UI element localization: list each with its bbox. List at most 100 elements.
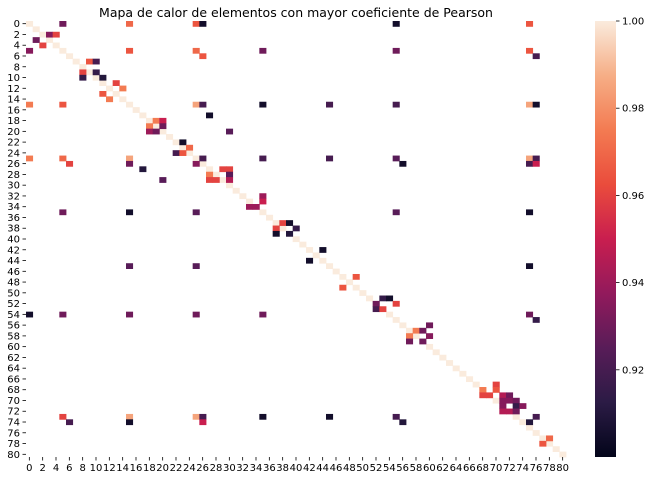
x-tick-label: 38 [276,463,289,474]
heatmap-cell-diagonal [206,166,214,173]
heatmap-cell [492,381,500,388]
heatmap-cell [379,295,387,302]
y-tick-label: 64 [7,364,20,375]
heatmap-cell-diagonal [426,343,434,350]
heatmap-cell [59,209,67,216]
heatmap-cell [192,21,200,27]
heatmap-cell [399,160,407,167]
heatmap-cell-diagonal [312,252,320,259]
heatmap-cell [526,419,534,426]
heatmap-cell-diagonal [346,279,354,286]
x-tick-label: 18 [143,463,156,474]
heatmap-cell [92,69,100,76]
x-tick-label: 30 [223,463,236,474]
x-tick-label: 2 [39,463,45,474]
x-tick-label: 48 [343,463,356,474]
y-tick-label: 54 [7,310,20,321]
heatmap-cell-diagonal [79,64,87,70]
heatmap-cell [506,408,514,415]
x-tick-label: 62 [436,463,449,474]
heatmap-cell-diagonal [139,112,147,119]
heatmap-cell-diagonal [59,47,67,54]
heatmap-cell [486,392,494,399]
y-tick-label: 56 [7,321,20,332]
heatmap-cell [159,117,167,124]
heatmap-cell-diagonal [292,236,300,243]
heatmap-cell-diagonal [446,360,454,366]
x-tick-label: 74 [516,463,529,474]
heatmap-cell [32,37,40,43]
heatmap-cell-diagonal [239,193,247,200]
heatmap-cell [226,166,234,173]
x-tick-label: 12 [103,463,116,474]
heatmap-cell [206,171,214,178]
heatmap-cells [26,21,567,458]
x-tick-label: 70 [490,463,503,474]
heatmap-cell [192,160,200,167]
x-tick-label: 8 [79,463,85,474]
heatmap-cell [326,413,334,420]
heatmap-cell-diagonal [246,198,254,205]
heatmap-cell [499,403,507,409]
heatmap-cell [86,58,94,65]
heatmap-cell [59,101,67,108]
x-tick-label: 72 [503,463,516,474]
heatmap-cell [199,413,207,420]
heatmap-cell [159,123,167,130]
heatmap-cell [199,155,207,162]
heatmap-cell [206,112,214,119]
colorbar-tick-label: 0.94 [622,278,644,289]
heatmap-cell [499,397,507,404]
heatmap-cell [59,155,67,162]
heatmap-cell-diagonal [26,21,34,27]
y-tick-label: 80 [7,450,20,461]
heatmap-cell-diagonal [46,37,54,43]
y-tick-label: 2 [14,30,20,41]
heatmap-cell [372,306,380,313]
heatmap-cell [479,387,487,393]
heatmap-cell [179,139,187,146]
x-tick-label: 4 [53,463,59,474]
heatmap-cell [526,47,534,54]
heatmap-cell [532,413,540,420]
heatmap-cell [526,101,534,108]
heatmap-cell [192,47,200,54]
heatmap-cell [192,311,200,318]
heatmap-cell [306,257,314,264]
heatmap-cell [406,333,414,339]
heatmap-cell [152,117,160,124]
heatmap-cell [92,58,100,65]
heatmap-cell [532,160,540,167]
heatmap-cell [226,177,234,183]
heatmap-cell [192,209,200,216]
x-tick-label: 64 [450,463,463,474]
heatmap-cell [192,413,200,420]
heatmap-cell [126,155,134,162]
heatmap-cell-diagonal [152,123,160,130]
heatmap-cell [99,74,107,81]
y-tick-label: 78 [7,439,20,450]
y-tick-label: 48 [7,278,20,289]
heatmap-cell [146,123,154,130]
heatmap-cell-diagonal [432,349,440,356]
heatmap-cell-diagonal [386,311,394,318]
heatmap-cell [212,177,220,183]
heatmap-cell [426,333,434,339]
x-tick-label: 80 [556,463,569,474]
heatmap-cell [219,166,227,173]
heatmap-cell [532,53,540,60]
heatmap-cell-diagonal [319,257,327,264]
x-tick-label: 54 [383,463,396,474]
heatmap-cell [259,193,267,200]
heatmap-cell [172,150,180,156]
heatmap-cell [126,311,134,318]
heatmap-cell [539,440,547,447]
heatmap-cell-diagonal [52,42,60,49]
y-tick-label: 38 [7,224,20,235]
heatmap-cell [159,177,167,183]
heatmap-cell [526,263,534,269]
heatmap-cell [426,322,434,329]
heatmap-cell [126,209,134,216]
heatmap-cell [326,101,334,108]
heatmap-cell [499,408,507,415]
